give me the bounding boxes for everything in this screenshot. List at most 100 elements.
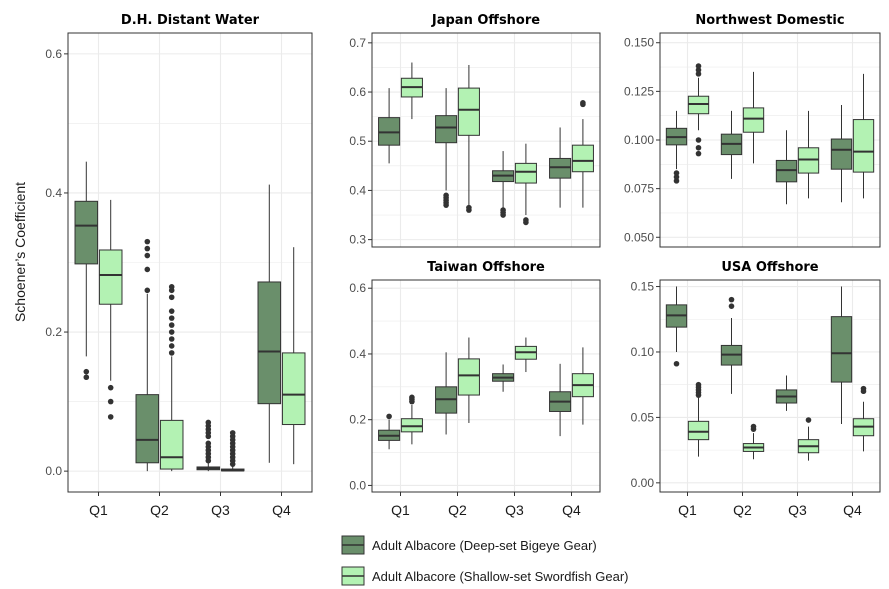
box-q3 — [775, 375, 798, 411]
y-tick-label: 0.075 — [624, 182, 654, 196]
box-q2 — [457, 64, 480, 213]
x-tick-label: Q3 — [788, 502, 807, 518]
outlier-point — [673, 360, 680, 367]
y-tick-label: 0.6 — [349, 85, 366, 99]
box-q4 — [852, 385, 875, 452]
outlier-point — [168, 284, 175, 290]
box-q3 — [220, 430, 245, 472]
y-tick-label: 0.2 — [45, 325, 62, 339]
outlier-point — [83, 368, 90, 375]
box-q4 — [830, 286, 853, 424]
panel-title: Japan Offshore — [431, 13, 540, 28]
y-tick-label: 0.050 — [624, 230, 654, 244]
box-iqr — [571, 144, 594, 173]
box-iqr — [159, 419, 184, 470]
y-tick-label: 0.4 — [349, 183, 366, 197]
outlier-point — [523, 217, 529, 223]
y-tick-label: 0.15 — [631, 280, 655, 294]
box-q4 — [571, 347, 594, 425]
outlier-point — [168, 322, 175, 328]
outlier-point — [673, 178, 680, 184]
panel-border — [67, 32, 313, 493]
outlier-point — [144, 287, 151, 294]
outlier-point — [168, 294, 175, 301]
outlier-point — [695, 137, 702, 143]
outlier-point — [168, 343, 175, 349]
panels: 0.0 0.2 0.4 0.6 D.H. Distant Water Q1 Q2 Q3 Q4 0.… — [45, 13, 881, 518]
panel: 0.00 0.05 0.10 0.15 USA Offshore Q1 Q2 Q3 Q4 — [631, 260, 881, 518]
outlier-point — [673, 170, 680, 176]
outlier-point — [168, 308, 175, 314]
box-q1 — [400, 62, 423, 120]
box-iqr — [457, 358, 480, 396]
box-q3 — [514, 337, 537, 373]
panel-border — [371, 279, 601, 493]
box-q1 — [74, 161, 99, 381]
legend-item-deep-set: Adult Albacore (Deep-set Bigeye Gear) — [341, 535, 597, 555]
outlier-point — [168, 336, 175, 342]
box-iqr — [687, 420, 710, 441]
outlier-point — [695, 144, 702, 151]
box-iqr — [742, 107, 765, 133]
box-q1 — [378, 88, 401, 164]
box-q1 — [687, 381, 710, 457]
outlier-point — [580, 100, 586, 106]
outlier-point — [443, 192, 449, 199]
box-q2 — [742, 71, 765, 164]
box-iqr — [830, 316, 853, 383]
legend-label-shallow-set: Adult Albacore (Shallow-set Swordfish Ge… — [372, 569, 629, 584]
box-q4 — [852, 73, 875, 199]
y-tick-label: 0.05 — [631, 410, 655, 424]
x-tick-label: Q1 — [89, 502, 108, 518]
outlier-point — [695, 67, 702, 73]
y-tick-label: 0.150 — [624, 36, 654, 50]
outlier-point — [144, 266, 151, 273]
outlier-point — [409, 394, 415, 401]
box-iqr — [830, 138, 853, 170]
x-tick-label: Q2 — [733, 502, 752, 518]
outlier-point — [805, 417, 812, 423]
panel: 0.0 0.2 0.4 0.6 Taiwan Offshore Q1 Q2 Q3 Q4 — [349, 260, 601, 518]
outlier-point — [107, 414, 114, 420]
x-tick-label: Q2 — [448, 502, 467, 518]
outlier-point — [386, 413, 392, 420]
box-iqr — [257, 281, 282, 405]
box-q1 — [378, 413, 401, 450]
x-tick-label: Q4 — [562, 502, 581, 518]
panel-title: Taiwan Offshore — [427, 260, 545, 275]
panel-title: D.H. Distant Water — [121, 13, 260, 28]
y-tick-label: 0.125 — [624, 84, 654, 98]
outlier-point — [168, 315, 175, 321]
y-tick-label: 0.6 — [349, 281, 366, 295]
panel-border — [371, 32, 601, 248]
outlier-point — [695, 381, 702, 388]
box-q3 — [492, 151, 515, 218]
y-tick-label: 0.0 — [45, 464, 62, 478]
outlier-point — [860, 385, 867, 392]
box-q2 — [435, 88, 458, 208]
y-axis-title: Schoener’s Coefficient — [12, 182, 28, 322]
y-tick-label: 0.2 — [349, 413, 366, 427]
legend-label-deep-set: Adult Albacore (Deep-set Bigeye Gear) — [372, 538, 597, 553]
box-q2 — [720, 110, 743, 179]
outlier-point — [144, 245, 151, 252]
x-tick-label: Q1 — [678, 502, 697, 518]
box-q3 — [797, 110, 820, 199]
box-q3 — [492, 364, 515, 392]
x-tick-label: Q4 — [272, 502, 291, 518]
box-q3 — [514, 143, 537, 226]
outlier-point — [144, 238, 151, 245]
outlier-point — [107, 384, 114, 391]
outlier-point — [144, 252, 151, 259]
box-iqr — [457, 87, 480, 136]
panel-title: USA Offshore — [721, 260, 818, 275]
x-tick-label: Q3 — [505, 502, 524, 518]
box-q4 — [571, 100, 594, 208]
box-q1 — [98, 199, 123, 420]
panel-border — [659, 32, 881, 248]
panel-title: Northwest Domestic — [695, 13, 844, 28]
x-tick-label: Q4 — [843, 502, 862, 518]
box-iqr — [74, 200, 99, 265]
box-q4 — [549, 127, 572, 208]
